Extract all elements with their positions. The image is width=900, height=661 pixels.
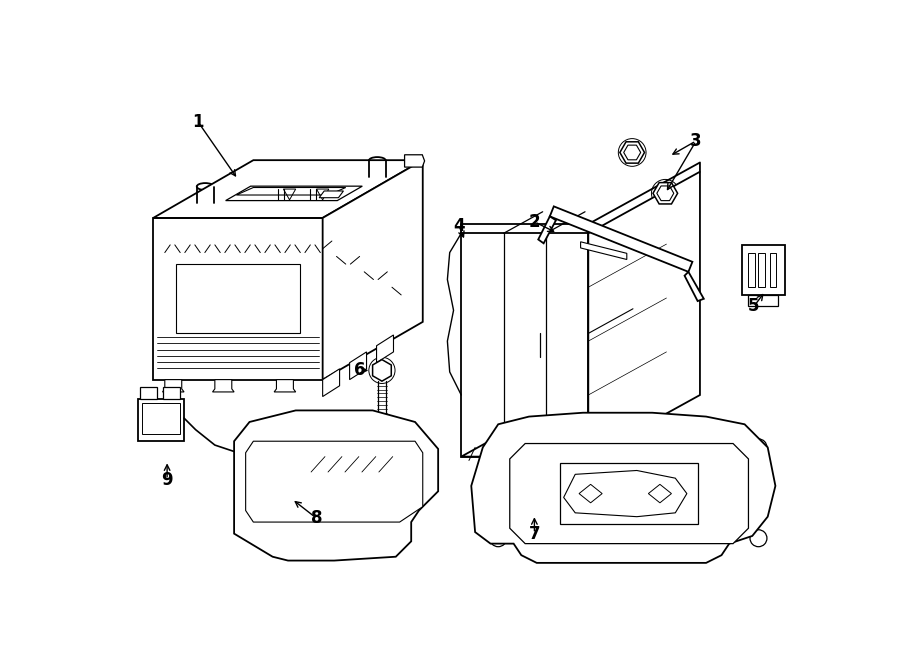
Polygon shape xyxy=(320,191,344,198)
Text: 8: 8 xyxy=(310,509,322,527)
Polygon shape xyxy=(226,186,363,200)
Text: 6: 6 xyxy=(354,362,365,379)
Polygon shape xyxy=(163,379,184,392)
Text: 5: 5 xyxy=(748,297,760,315)
Polygon shape xyxy=(685,272,704,301)
Polygon shape xyxy=(461,420,655,457)
Text: 3: 3 xyxy=(690,132,702,150)
Polygon shape xyxy=(770,253,776,288)
Polygon shape xyxy=(322,369,339,397)
Ellipse shape xyxy=(197,200,213,207)
Polygon shape xyxy=(138,399,184,442)
Ellipse shape xyxy=(197,183,213,190)
Ellipse shape xyxy=(369,157,386,164)
Text: 2: 2 xyxy=(528,213,540,231)
Polygon shape xyxy=(749,253,754,288)
Text: 4: 4 xyxy=(453,217,464,235)
Polygon shape xyxy=(153,160,423,218)
Ellipse shape xyxy=(369,174,386,181)
Polygon shape xyxy=(237,188,346,195)
Polygon shape xyxy=(550,206,692,272)
Polygon shape xyxy=(212,379,234,392)
Polygon shape xyxy=(560,463,698,524)
Polygon shape xyxy=(620,142,644,163)
Polygon shape xyxy=(538,216,556,243)
Polygon shape xyxy=(509,444,749,543)
Polygon shape xyxy=(163,387,180,399)
Text: 9: 9 xyxy=(161,471,173,488)
Ellipse shape xyxy=(536,332,544,335)
Polygon shape xyxy=(461,233,589,457)
Polygon shape xyxy=(580,242,626,260)
Polygon shape xyxy=(322,160,423,379)
Polygon shape xyxy=(141,403,180,434)
Polygon shape xyxy=(759,253,765,288)
Polygon shape xyxy=(472,412,776,563)
Polygon shape xyxy=(749,295,778,307)
Polygon shape xyxy=(234,410,438,561)
Polygon shape xyxy=(246,442,423,522)
Polygon shape xyxy=(376,335,393,363)
Text: 1: 1 xyxy=(193,112,203,131)
Polygon shape xyxy=(589,172,700,457)
Polygon shape xyxy=(405,155,425,167)
Polygon shape xyxy=(153,218,322,379)
Text: 7: 7 xyxy=(528,525,540,543)
Polygon shape xyxy=(349,352,366,379)
Polygon shape xyxy=(653,182,678,204)
Polygon shape xyxy=(373,360,392,381)
Polygon shape xyxy=(292,421,306,430)
Polygon shape xyxy=(742,245,785,295)
Polygon shape xyxy=(140,387,158,399)
Polygon shape xyxy=(274,379,296,392)
